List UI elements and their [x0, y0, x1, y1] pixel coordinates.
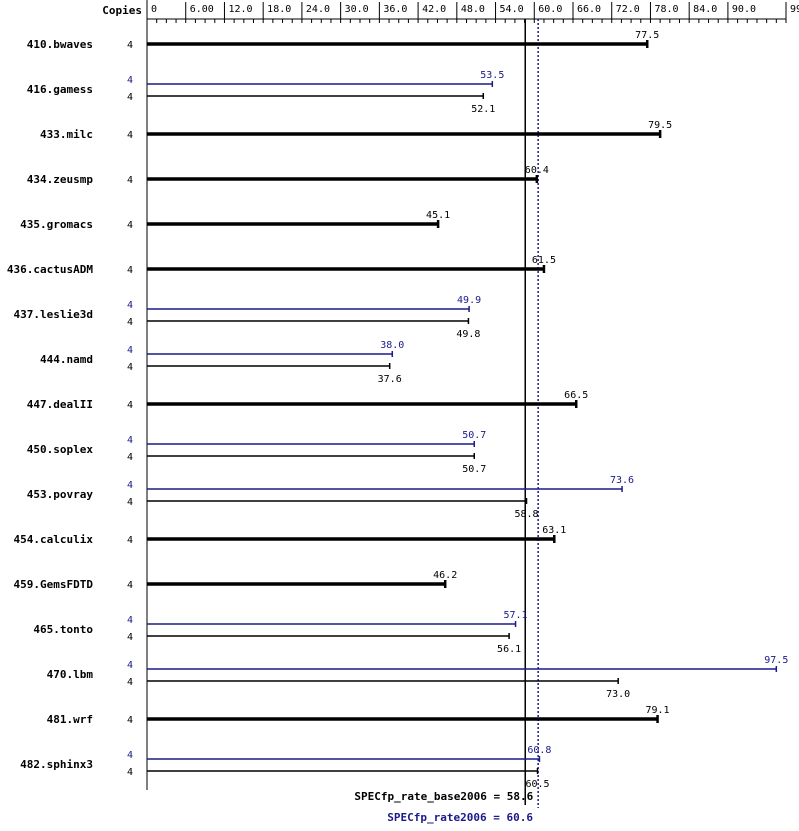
base-value-label: 66.5 [564, 390, 588, 401]
x-tick-label: 12.0 [228, 4, 252, 15]
benchmark-name: 481.wrf [47, 713, 93, 726]
peak-copies-count: 4 [127, 75, 133, 86]
x-tick-label: 84.0 [693, 4, 717, 15]
base-value-label: 56.1 [497, 644, 521, 655]
base-value-label: 37.6 [378, 374, 402, 385]
peak-score-label: SPECfp_rate2006 = 60.6 [387, 811, 533, 824]
benchmark-bars: 410.bwaves 4 77.5 416.gamess 4 4 53.5 52.1 433.m… [7, 30, 788, 790]
x-tick-label: 30.0 [345, 4, 369, 15]
base-value-label: 77.5 [635, 30, 659, 41]
base-score-label: SPECfp_rate_base2006 = 58.6 [354, 790, 533, 803]
x-tick-label: 0 [151, 4, 157, 15]
benchmark-name: 459.GemsFDTD [14, 578, 94, 591]
base-copies-count: 4 [127, 317, 133, 328]
copies-count: 4 [127, 535, 133, 546]
benchmark-name: 454.calculix [14, 533, 94, 546]
base-copies-count: 4 [127, 767, 133, 778]
copies-count: 4 [127, 40, 133, 51]
x-tick-label: 48.0 [461, 4, 485, 15]
base-value-label: 52.1 [471, 104, 495, 115]
peak-value-label: 50.7 [462, 430, 486, 441]
copies-count: 4 [127, 130, 133, 141]
base-value-label: 45.1 [426, 210, 450, 221]
benchmark-name: 482.sphinx3 [20, 758, 93, 771]
benchmark-name: 450.soplex [27, 443, 94, 456]
benchmark-name: 465.tonto [33, 623, 93, 636]
copies-count: 4 [127, 400, 133, 411]
peak-value-label: 53.5 [480, 70, 504, 81]
copies-header: Copies [102, 4, 142, 17]
benchmark-name: 436.cactusADM [7, 263, 93, 276]
peak-value-label: 60.8 [527, 745, 551, 756]
base-value-label: 79.5 [648, 120, 672, 131]
base-value-label: 79.1 [646, 705, 670, 716]
copies-count: 4 [127, 580, 133, 591]
benchmark-name: 434.zeusmp [27, 173, 94, 186]
benchmark-name: 410.bwaves [27, 38, 93, 51]
x-tick-label: 36.0 [383, 4, 407, 15]
base-value-label: 63.1 [542, 525, 566, 536]
benchmark-name: 470.lbm [47, 668, 94, 681]
base-value-label: 49.8 [456, 329, 480, 340]
x-tick-label: 78.0 [654, 4, 678, 15]
benchmark-name: 437.leslie3d [14, 308, 93, 321]
base-value-label: 60.5 [525, 779, 549, 790]
benchmark-name: 433.milc [40, 128, 93, 141]
base-copies-count: 4 [127, 452, 133, 463]
reference-lines [524, 19, 539, 808]
base-value-label: 50.7 [462, 464, 486, 475]
benchmark-name: 416.gamess [27, 83, 93, 96]
peak-copies-count: 4 [127, 345, 133, 356]
copies-count: 4 [127, 265, 133, 276]
copies-count: 4 [127, 715, 133, 726]
benchmark-name: 453.povray [27, 488, 94, 501]
x-tick-label: 90.0 [732, 4, 756, 15]
benchmark-name: 444.namd [40, 353, 93, 366]
x-tick-label: 66.0 [577, 4, 601, 15]
base-copies-count: 4 [127, 92, 133, 103]
base-value-label: 58.8 [514, 509, 538, 520]
peak-value-label: 49.9 [457, 295, 481, 306]
benchmark-name: 435.gromacs [20, 218, 93, 231]
x-tick-label: 42.0 [422, 4, 446, 15]
x-tick-label: 60.0 [538, 4, 562, 15]
x-tick-label: 18.0 [267, 4, 291, 15]
x-tick-label: 24.0 [306, 4, 330, 15]
x-tick-label: 99.0 [790, 4, 799, 15]
base-value-label: 73.0 [606, 689, 630, 700]
peak-copies-count: 4 [127, 300, 133, 311]
peak-copies-count: 4 [127, 750, 133, 761]
peak-copies-count: 4 [127, 660, 133, 671]
base-copies-count: 4 [127, 677, 133, 688]
copies-count: 4 [127, 220, 133, 231]
base-value-label: 46.2 [433, 570, 457, 581]
base-value-label: 60.4 [525, 165, 549, 176]
base-copies-count: 4 [127, 632, 133, 643]
peak-copies-count: 4 [127, 435, 133, 446]
base-copies-count: 4 [127, 497, 133, 508]
peak-copies-count: 4 [127, 615, 133, 626]
base-value-label: 61.5 [532, 255, 556, 266]
peak-value-label: 57.1 [504, 610, 528, 621]
copies-count: 4 [127, 175, 133, 186]
summary-labels: SPECfp_rate_base2006 = 58.6 SPECfp_rate20… [354, 790, 533, 824]
x-tick-label: 72.0 [616, 4, 640, 15]
x-tick-label: 54.0 [500, 4, 524, 15]
base-copies-count: 4 [127, 362, 133, 373]
peak-value-label: 97.5 [764, 655, 788, 666]
x-tick-label: 6.00 [190, 4, 214, 15]
benchmark-name: 447.dealII [27, 398, 93, 411]
peak-value-label: 73.6 [610, 475, 634, 486]
x-axis: Copies 0 6.00 12.0 18.0 24.0 30.0 36.0 42.0 48.0 5… [102, 0, 799, 790]
peak-copies-count: 4 [127, 480, 133, 491]
peak-value-label: 38.0 [380, 340, 404, 351]
